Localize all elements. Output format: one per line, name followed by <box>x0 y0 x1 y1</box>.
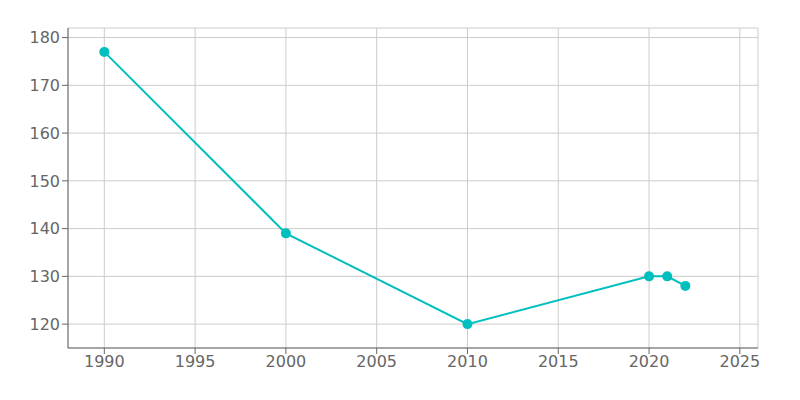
svg-text:140: 140 <box>29 219 60 238</box>
svg-text:180: 180 <box>29 28 60 47</box>
svg-text:2000: 2000 <box>266 352 307 371</box>
svg-text:2015: 2015 <box>538 352 579 371</box>
svg-text:1990: 1990 <box>84 352 125 371</box>
svg-text:2020: 2020 <box>629 352 670 371</box>
svg-text:2025: 2025 <box>719 352 760 371</box>
svg-text:120: 120 <box>29 315 60 334</box>
svg-text:160: 160 <box>29 124 60 143</box>
svg-text:150: 150 <box>29 172 60 191</box>
svg-text:2005: 2005 <box>356 352 397 371</box>
svg-text:1995: 1995 <box>175 352 216 371</box>
svg-text:2010: 2010 <box>447 352 488 371</box>
svg-text:170: 170 <box>29 76 60 95</box>
svg-text:130: 130 <box>29 267 60 286</box>
